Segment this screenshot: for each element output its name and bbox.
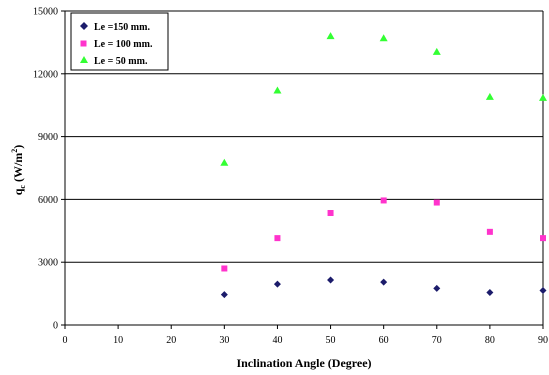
y-tick-label: 3000 (38, 258, 58, 269)
data-points (220, 32, 547, 298)
data-point (433, 285, 440, 292)
x-tick-label: 20 (166, 335, 176, 346)
data-point (380, 279, 387, 286)
legend-label: Le =150 mm. (94, 22, 150, 33)
x-tick-label: 10 (113, 335, 123, 346)
data-point (433, 48, 441, 55)
data-point (274, 281, 281, 288)
data-point (486, 93, 494, 100)
data-point (540, 287, 547, 294)
data-point (487, 229, 493, 235)
legend: Le =150 mm. Le = 100 mm. Le = 50 mm. (71, 13, 168, 70)
x-tick-label: 60 (379, 335, 389, 346)
legend-square-marker (81, 41, 87, 47)
x-tick-label: 40 (272, 335, 282, 346)
data-point (328, 210, 334, 216)
data-point (220, 159, 228, 166)
y-tick-label: 0 (53, 321, 58, 332)
y-axis-title: qc (W/m2) (10, 145, 27, 196)
data-point (381, 197, 387, 203)
series-diamond-points (221, 276, 547, 298)
data-point (539, 94, 547, 101)
x-tick-label: 50 (326, 335, 336, 346)
data-point (540, 235, 546, 241)
x-tick-label: 0 (63, 335, 68, 346)
data-point (327, 32, 335, 39)
x-axis-title: Inclination Angle (Degree) (236, 356, 371, 370)
data-point (221, 265, 227, 271)
y-tick-label: 9000 (38, 132, 58, 143)
y-tick-label: 12000 (33, 69, 58, 80)
x-tick-label: 80 (485, 335, 495, 346)
legend-label: Le = 50 mm. (94, 56, 148, 67)
data-point (221, 291, 228, 298)
series-triangle-points (220, 32, 547, 166)
y-tick-labels: 0 3000 6000 9000 12000 15000 (33, 7, 65, 332)
series-square-points (221, 197, 546, 271)
y-tick-label: 6000 (38, 195, 58, 206)
data-point (380, 34, 388, 41)
data-point (273, 87, 281, 94)
legend-label: Le = 100 mm. (94, 39, 153, 50)
x-tick-label: 30 (219, 335, 229, 346)
data-point (434, 200, 440, 206)
x-tick-label: 70 (432, 335, 442, 346)
data-point (274, 235, 280, 241)
y-tick-label: 15000 (33, 7, 58, 18)
data-point (486, 289, 493, 296)
x-tick-label: 90 (538, 335, 548, 346)
data-point (327, 276, 334, 283)
x-tick-labels: 0 10 20 30 40 50 60 70 80 90 (63, 325, 549, 346)
